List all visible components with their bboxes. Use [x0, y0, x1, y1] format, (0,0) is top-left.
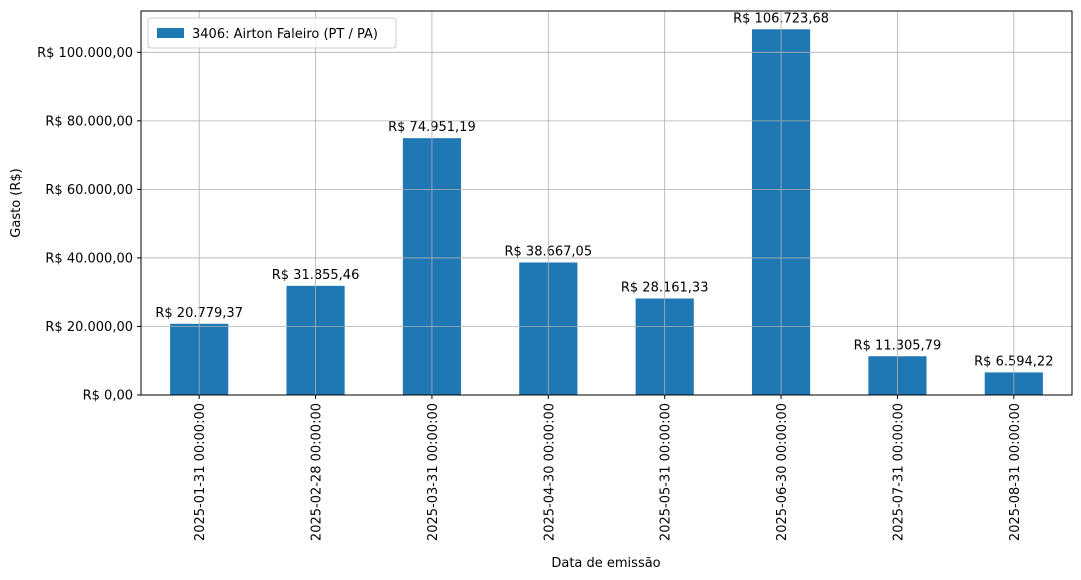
plot-frame [140, 10, 1073, 396]
x-tick-label: 2025-04-30 00:00:00 [542, 403, 557, 541]
legend: 3406: Airton Faleiro (PT / PA) [147, 17, 397, 49]
y-tick-label: R$ 20.000,00 [45, 320, 133, 335]
y-tick-label: R$ 80.000,00 [45, 114, 133, 129]
y-axis-label: Gasto (R$) [9, 168, 24, 237]
legend-label: 3406: Airton Faleiro (PT / PA) [192, 27, 378, 42]
y-tick-label: R$ 60.000,00 [45, 183, 133, 198]
legend-swatch [157, 28, 184, 38]
y-tick-label: R$ 40.000,00 [45, 251, 133, 266]
y-tick-label: R$ 100.000,00 [37, 46, 133, 61]
x-axis-label: Data de emissão [551, 556, 660, 571]
x-tick-label: 2025-05-31 00:00:00 [659, 403, 674, 541]
legend-frame [147, 17, 397, 49]
y-tick-label: R$ 0,00 [83, 389, 133, 404]
x-tick-label: 2025-01-31 00:00:00 [193, 403, 208, 541]
x-tick-label: 2025-03-31 00:00:00 [426, 403, 441, 541]
x-tick-label: 2025-02-28 00:00:00 [310, 403, 325, 541]
x-tick-label: 2025-08-31 00:00:00 [1008, 403, 1023, 541]
x-tick-label: 2025-06-30 00:00:00 [775, 403, 790, 541]
x-tick-label: 2025-07-31 00:00:00 [891, 403, 906, 541]
